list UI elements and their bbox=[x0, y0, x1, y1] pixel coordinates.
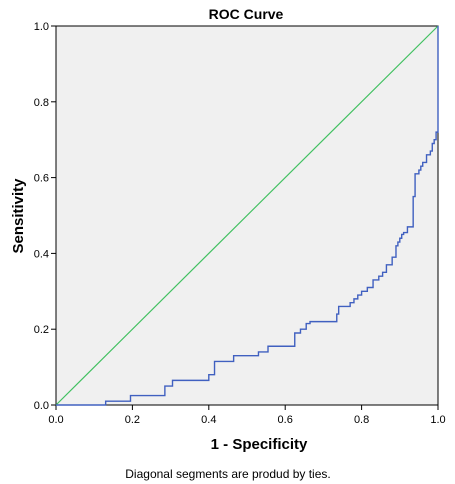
chart-title: ROC Curve bbox=[209, 6, 284, 22]
x-tick-label: 0.4 bbox=[201, 414, 216, 426]
roc-curve-line bbox=[56, 26, 439, 406]
y-tick-label: 0.6 bbox=[34, 173, 49, 185]
x-tick-label: 0.0 bbox=[48, 414, 63, 426]
y-axis-title: Sensitivity bbox=[10, 178, 27, 254]
x-tick-label: 1.0 bbox=[430, 414, 445, 426]
x-axis-ticks: 0.0 0.2 0.4 0.6 0.8 1.0 bbox=[48, 405, 446, 426]
x-axis-title: 1 - Specificity bbox=[211, 436, 308, 453]
reference-diagonal-line bbox=[55, 25, 439, 406]
y-tick-label: 0.2 bbox=[34, 324, 49, 336]
y-tick-label: 1.0 bbox=[34, 21, 49, 33]
x-tick-label: 0.2 bbox=[125, 414, 140, 426]
y-tick-label: 0.0 bbox=[34, 400, 49, 412]
chart-footnote: Diagonal segments are produd by ties. bbox=[125, 467, 330, 481]
x-tick-label: 0.6 bbox=[278, 414, 293, 426]
y-axis-ticks: 0.0 0.2 0.4 0.6 0.8 1.0 bbox=[34, 21, 56, 412]
y-tick-label: 0.4 bbox=[34, 248, 49, 260]
y-tick-label: 0.8 bbox=[34, 97, 49, 109]
x-tick-label: 0.8 bbox=[354, 414, 369, 426]
